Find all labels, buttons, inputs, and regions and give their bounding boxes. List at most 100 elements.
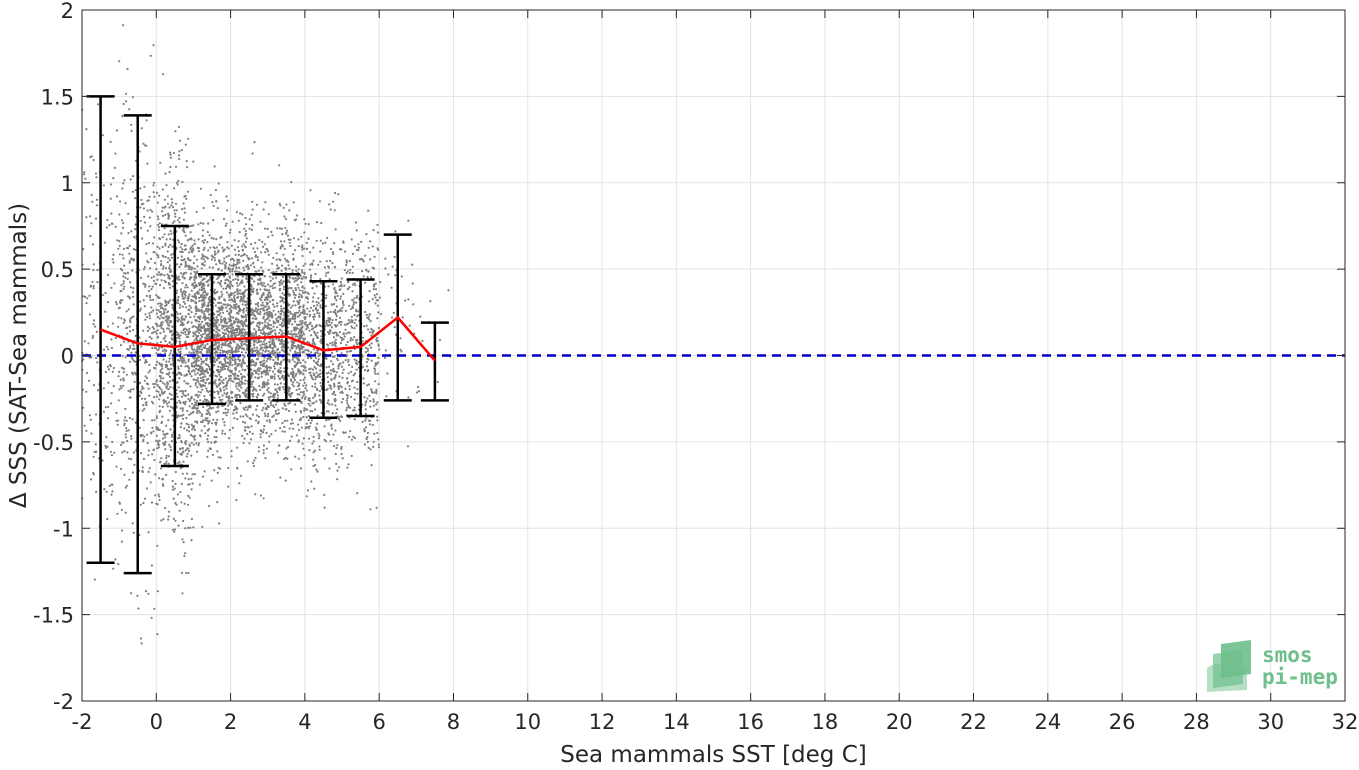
scatter-point xyxy=(187,494,190,497)
scatter-point xyxy=(160,304,163,307)
scatter-point xyxy=(200,283,203,286)
scatter-point xyxy=(187,330,190,333)
scatter-point xyxy=(300,277,303,280)
scatter-point xyxy=(224,362,227,365)
scatter-point xyxy=(256,301,260,305)
scatter-point xyxy=(254,307,257,310)
scatter-point xyxy=(295,388,298,392)
scatter-point xyxy=(245,309,248,312)
scatter-point xyxy=(233,303,236,307)
scatter-point xyxy=(230,449,233,453)
scatter-point xyxy=(210,258,213,261)
scatter-point xyxy=(295,333,298,336)
scatter-point xyxy=(339,391,342,394)
scatter-point xyxy=(178,340,181,343)
scatter-point xyxy=(115,300,118,304)
scatter-point xyxy=(144,590,148,593)
scatter-point xyxy=(201,388,204,391)
scatter-point xyxy=(201,279,204,282)
scatter-point xyxy=(213,344,216,347)
scatter-point xyxy=(283,247,286,250)
scatter-point xyxy=(156,273,159,276)
scatter-point xyxy=(225,261,228,265)
scatter-point xyxy=(333,385,336,388)
scatter-point xyxy=(280,310,283,313)
scatter-point xyxy=(126,295,130,298)
scatter-point xyxy=(337,193,340,196)
scatter-point xyxy=(213,165,216,168)
scatter-point xyxy=(199,399,202,402)
scatter-point xyxy=(104,406,107,409)
scatter-point xyxy=(147,289,151,293)
scatter-point xyxy=(313,313,316,316)
scatter-point xyxy=(265,360,268,363)
scatter-point xyxy=(120,232,123,235)
scatter-point xyxy=(203,260,207,263)
scatter-point xyxy=(315,306,318,310)
scatter-point xyxy=(334,452,337,456)
scatter-point xyxy=(259,388,262,391)
scatter-point xyxy=(205,359,208,362)
scatter-point xyxy=(206,417,209,420)
scatter-point xyxy=(237,358,240,361)
scatter-point xyxy=(274,356,277,359)
scatter-point xyxy=(236,466,239,469)
scatter-point xyxy=(177,333,180,336)
scatter-point xyxy=(231,348,234,351)
scatter-point xyxy=(245,300,248,303)
scatter-point xyxy=(213,329,216,332)
scatter-point xyxy=(244,289,247,292)
scatter-point xyxy=(108,224,111,227)
scatter-point xyxy=(117,375,120,378)
scatter-point xyxy=(185,306,188,309)
scatter-point xyxy=(161,245,164,249)
scatter-point xyxy=(241,358,245,361)
scatter-point xyxy=(169,165,172,169)
scatter-point xyxy=(292,385,295,388)
scatter-point xyxy=(181,248,184,251)
scatter-point xyxy=(164,507,167,510)
scatter-point xyxy=(176,299,179,302)
scatter-point xyxy=(236,312,239,315)
scatter-point xyxy=(134,360,137,363)
scatter-point xyxy=(160,326,163,330)
scatter-point xyxy=(171,285,174,288)
scatter-point xyxy=(115,419,118,422)
scatter-point xyxy=(271,338,275,341)
scatter-point xyxy=(271,342,274,345)
scatter-point xyxy=(88,414,91,417)
scatter-point xyxy=(291,323,294,326)
scatter-point xyxy=(298,336,301,339)
scatter-point xyxy=(125,92,128,95)
scatter-point xyxy=(268,310,271,313)
scatter-point xyxy=(269,275,272,278)
scatter-point xyxy=(284,217,287,220)
scatter-point xyxy=(253,339,256,342)
scatter-point xyxy=(129,344,132,347)
scatter-point xyxy=(236,446,239,449)
scatter-point xyxy=(259,433,262,436)
scatter-point xyxy=(221,262,224,265)
scatter-point xyxy=(131,418,134,421)
scatter-point xyxy=(179,448,182,451)
scatter-point xyxy=(207,222,210,225)
scatter-point xyxy=(299,379,302,382)
scatter-point xyxy=(219,388,222,391)
scatter-point xyxy=(201,240,204,243)
scatter-point xyxy=(152,298,155,301)
scatter-point xyxy=(254,456,257,459)
scatter-point xyxy=(334,393,337,396)
scatter-point xyxy=(297,332,300,335)
scatter-point xyxy=(185,382,188,385)
scatter-point xyxy=(123,419,126,422)
scatter-point xyxy=(304,222,307,225)
scatter-point xyxy=(214,252,217,255)
scatter-point xyxy=(123,179,126,182)
scatter-point xyxy=(340,415,344,418)
scatter-point xyxy=(121,115,124,118)
scatter-point xyxy=(203,324,206,327)
scatter-point xyxy=(257,278,260,281)
scatter-point xyxy=(127,308,130,311)
scatter-point xyxy=(340,339,343,342)
scatter-point xyxy=(296,351,300,354)
